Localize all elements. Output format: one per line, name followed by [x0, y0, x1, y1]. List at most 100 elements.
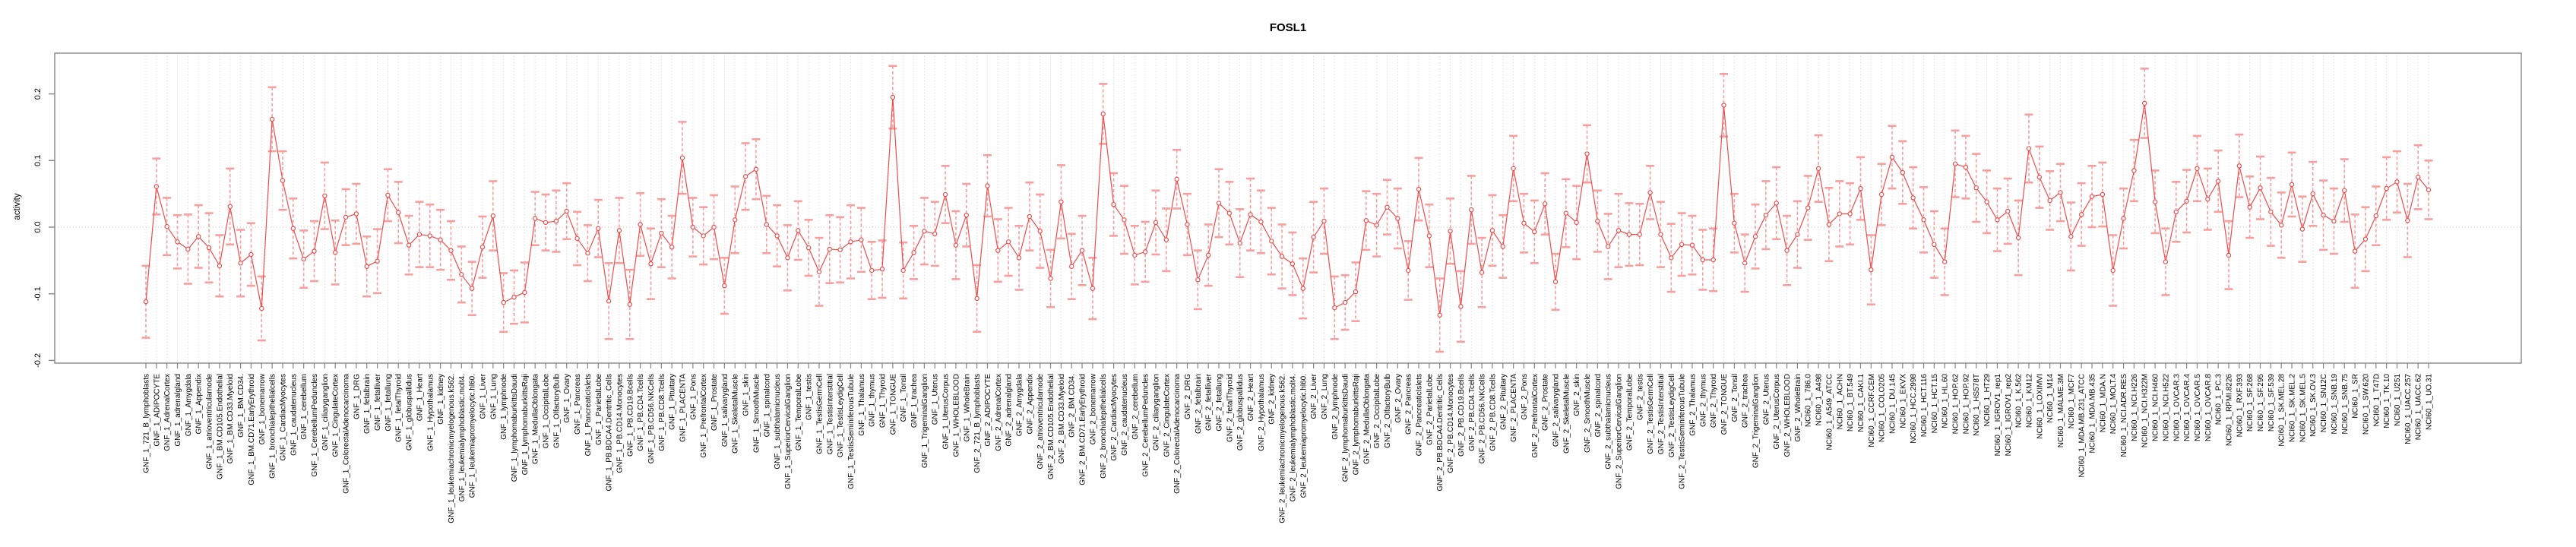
- data-point: [217, 263, 223, 269]
- error-bar: [888, 65, 897, 130]
- x-tick-label: GNF_1_721_B_lymphoblasts: [143, 374, 151, 473]
- x-tick-label: NCI60_1_COLO205: [1878, 374, 1887, 442]
- x-tick-label: GNF_1_PrefrontalCortex: [700, 374, 708, 458]
- data-point: [974, 296, 979, 302]
- y-tick-label: 0.0: [33, 221, 43, 232]
- data-point: [985, 183, 990, 188]
- data-point: [1163, 237, 1169, 242]
- data-point: [1742, 261, 1748, 266]
- data-point: [1248, 212, 1253, 217]
- data-point: [1290, 261, 1296, 267]
- x-tick-label: NCI60_1_RPMI.8226: [2225, 374, 2233, 446]
- data-point: [1900, 169, 1906, 175]
- error-bar: [1909, 166, 1918, 230]
- x-tick-label: GNF_2_BM.CD34.: [1068, 374, 1077, 438]
- error-bar: [309, 220, 318, 283]
- data-point: [1932, 242, 1937, 248]
- x-tick-label: GNF_1_ColorectalAdenocarcinoma: [343, 374, 351, 494]
- error-bar: [2340, 158, 2349, 223]
- data-point: [479, 245, 486, 250]
- x-tick-label: GNF_2_globuspallidus: [1236, 374, 1245, 451]
- x-tick-label: NCI60_1_HL.60: [1941, 374, 1950, 428]
- x-tick-label: GNF_1_fetalThyroid: [395, 374, 403, 442]
- x-tick-label: GNF_2_Uterus: [1762, 374, 1771, 425]
- error-bar: [962, 182, 971, 248]
- data-point: [2362, 236, 2369, 242]
- x-tick-label: GNF_1_leukemiapromyelocytic.hl60.: [469, 374, 477, 498]
- data-point: [953, 242, 959, 248]
- x-tick-label: GNF_2_skin: [1573, 374, 1581, 416]
- x-tick-label: GNF_2_Heart: [1247, 374, 1255, 421]
- data-point: [2121, 216, 2126, 221]
- x-tick-label: GNF_2_Tonsil: [1731, 374, 1739, 422]
- error-bar: [1888, 125, 1897, 190]
- x-tick-label: GNF_1_PancreaticIslets: [584, 374, 593, 456]
- data-point: [1869, 267, 1874, 273]
- data-point: [922, 229, 927, 234]
- data-point: [1069, 264, 1074, 269]
- data-point: [1458, 304, 1464, 309]
- data-point: [1237, 240, 1242, 246]
- error-bar: [1372, 192, 1381, 258]
- data-point: [553, 218, 559, 224]
- x-tick-label: GNF_1_CingulateCortex: [332, 374, 340, 457]
- x-tick-label: GNF_1_WHOLEBLOOD: [952, 374, 960, 457]
- gridlines: [145, 53, 2429, 363]
- error-bar: [993, 218, 1002, 283]
- data-point: [2015, 235, 2021, 241]
- data-point: [1342, 299, 1348, 305]
- x-tick-label: GNF_2_WHOLEBLOOD: [1783, 374, 1792, 457]
- x-tick-label: GNF_2_ColorectalAdenocarcinoma: [1173, 374, 1182, 494]
- x-tick-label: GNF_1_lymphomaburkittsDaudi: [511, 374, 519, 482]
- x-tick-label: GNF_2_WholeBrain: [1794, 374, 1802, 441]
- data-point: [1321, 218, 1327, 224]
- data-point: [848, 239, 853, 245]
- error-bar: [847, 204, 856, 280]
- error-bar: [2035, 145, 2044, 209]
- x-tick-label: GNF_2_PB.CD14.Monocytes: [1447, 374, 1455, 473]
- data-point: [1027, 213, 1033, 220]
- error-bar: [773, 204, 782, 268]
- x-tick-label: GNF_2_fetalbrain: [1195, 374, 1203, 434]
- data-point: [1311, 234, 1316, 240]
- error-bar: [1540, 172, 1549, 236]
- error-bar: [2403, 182, 2412, 258]
- x-tick-label: GNF_2_TestisSeminiferousTubule: [1679, 374, 1687, 489]
- series-line: [145, 96, 2429, 315]
- error-bar: [2382, 156, 2391, 221]
- data-point: [1542, 201, 1548, 207]
- x-tick-label: NCI60_1_NCI.ADR.RES: [2120, 374, 2128, 457]
- data-point: [827, 246, 833, 252]
- x-tick-label: GNF_1_SkeletalMuscle: [732, 374, 740, 454]
- x-tick-label: GNF_1_Thyroid: [879, 374, 888, 428]
- x-tick-label: NCI60_1_HOP.62: [1952, 374, 1960, 435]
- error-bar: [1677, 212, 1686, 277]
- x-tick-label: GNF_1_Hypothalamus: [426, 374, 435, 451]
- data-point: [1416, 186, 1422, 192]
- data-point: [942, 191, 948, 198]
- error-bar: [383, 168, 392, 223]
- data-point: [900, 267, 906, 274]
- error-bar: [2119, 187, 2128, 250]
- data-point: [238, 261, 243, 266]
- x-tick-label: GNF_1_TestisSeminiferousTubule: [847, 374, 856, 489]
- data-point: [1353, 289, 1359, 295]
- x-tick-label: NCI60_1_CCRF.CEM: [1868, 374, 1876, 447]
- x-tick-label: GNF_1_TestisGermCell: [815, 374, 824, 454]
- data-point: [2236, 163, 2242, 169]
- data-point: [1395, 216, 1400, 221]
- data-point: [1479, 270, 1485, 275]
- error-bar: [1414, 157, 1423, 222]
- error-bar: [752, 138, 761, 201]
- error-bar: [636, 191, 645, 258]
- data-point: [1226, 210, 1233, 216]
- data-point: [322, 193, 328, 198]
- x-tick-label: NCI60_1_SR: [2352, 374, 2360, 419]
- data-point: [1710, 257, 1716, 263]
- error-bar: [2109, 234, 2118, 307]
- data-point: [1584, 151, 1590, 157]
- x-tick-label: GNF_2_kidney: [1268, 374, 1277, 425]
- error-bar: [1635, 203, 1644, 267]
- x-tick-label: GNF_2_TestisInterstitial: [1657, 374, 1666, 454]
- data-point: [890, 94, 896, 100]
